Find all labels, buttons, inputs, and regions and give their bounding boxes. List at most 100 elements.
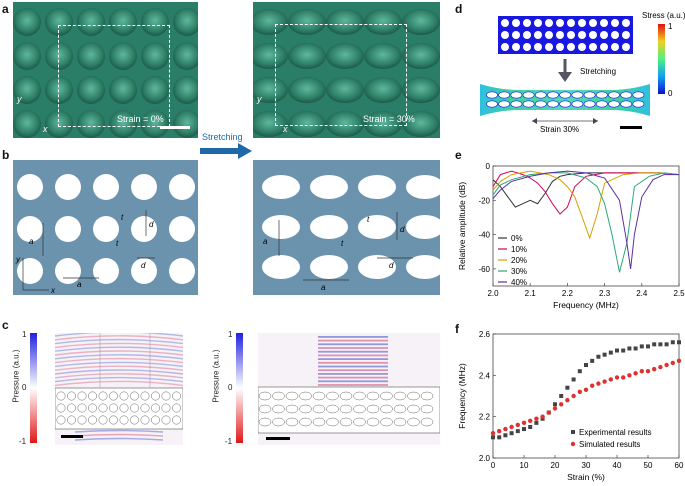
chart-f-point-sim	[596, 381, 601, 386]
chart-f-point-sim	[633, 371, 638, 376]
chart-f-point-exp	[670, 340, 675, 345]
chart-f-point-sim	[552, 406, 558, 411]
chart-f-point-sim	[652, 366, 657, 372]
chart-f-point-exp	[602, 352, 607, 357]
photo-texture-left	[13, 2, 198, 138]
colorbar-right	[236, 333, 243, 443]
chart-f-point-exp	[608, 350, 613, 355]
label-dx-prime: d	[389, 261, 394, 270]
unstretched-plate	[498, 16, 633, 54]
pressure-field-left	[55, 333, 183, 445]
chart-f-legend-entry: Experimental results	[579, 428, 651, 437]
chart-f-point-sim	[577, 389, 582, 395]
chart-f-point-sim	[670, 360, 675, 366]
chart-f-point-sim	[590, 383, 595, 388]
chart-f-point-sim	[503, 426, 508, 432]
label-ax-prime: a	[321, 283, 326, 292]
chart-f-xtick: 40	[613, 461, 622, 470]
chart-f-point-sim	[583, 387, 589, 392]
chart-e-ytick: -60	[478, 265, 490, 274]
chart-f-point-sim	[571, 393, 576, 399]
chart-e-ylabel: Relative amplitude (dB)	[457, 182, 467, 271]
chart-e-legend-entry: 20%	[511, 256, 527, 265]
chart-f-point-exp	[584, 363, 588, 367]
dashed-roi-right	[275, 24, 407, 126]
chart-f-point-exp	[664, 342, 669, 347]
chart-f-point-exp	[596, 354, 601, 359]
chart-f-point-sim	[639, 369, 644, 374]
label-dy: d	[149, 220, 154, 229]
chart-f-point-exp	[553, 402, 557, 407]
chart-f-point-sim	[509, 424, 514, 430]
chart-f-point-sim	[528, 418, 533, 423]
chart-f-point-sim	[534, 416, 539, 421]
cbar-tick-m1: -1	[19, 437, 27, 446]
chart-f-xtick: 20	[551, 461, 560, 470]
chart-f-point-sim	[621, 375, 626, 380]
chart-f-point-exp	[503, 433, 508, 438]
chart-f-point-sim	[664, 362, 669, 368]
chart-f-point-sim	[497, 428, 502, 434]
chart-f-legend-entry: Simulated results	[579, 440, 640, 449]
chart-e-ytick: 0	[486, 162, 491, 171]
chart-f-point-exp	[615, 348, 619, 353]
chart-f-xtick: 30	[582, 461, 591, 470]
strain-0-label: Strain = 0%	[117, 114, 164, 124]
stress-max-label: 1	[668, 22, 673, 31]
stretching-arrow-icon	[200, 143, 252, 159]
axis-x-label-a: x	[43, 124, 48, 134]
scale-bar-c-right	[266, 437, 290, 440]
stretched-plate	[480, 84, 650, 116]
photo-texture-right	[253, 2, 440, 138]
chart-f-point-sim	[608, 377, 613, 382]
panel-label-a: a	[2, 2, 9, 16]
stress-colorbar	[658, 24, 665, 94]
stress-label: Stress (a.u.)	[642, 11, 685, 20]
axis-y-label-a: y	[17, 94, 22, 104]
chart-e-series-line	[492, 170, 680, 240]
label-x-axis-b: x	[50, 286, 56, 295]
chart-f-ytick: 2.4	[479, 371, 491, 380]
chart-e-xtick: 2.3	[599, 289, 611, 298]
chart-f-point-exp	[577, 369, 582, 374]
scale-bar-d	[620, 126, 642, 129]
stretching-label: Stretching	[202, 132, 243, 142]
chart-e-frame	[492, 165, 680, 287]
chart-e-xtick: 2.4	[636, 289, 648, 298]
panel-d-stress-simulation: Stretching Strain 30% Stress (a.u.) 1 0	[480, 11, 685, 134]
colorbar-label-right: Pressure (a.u.)	[211, 349, 221, 403]
chart-e-legend-entry: 0%	[511, 234, 523, 243]
chart-e-series-line	[492, 172, 680, 273]
chart-e-ytick: -20	[478, 196, 490, 205]
chart-f-frequency-vs-strain: 0 10 20 30 40 50 60 2.0 2.2 2.4 2.6 Strain (%) Frequ…	[457, 330, 684, 482]
chart-f-point-sim	[490, 431, 496, 436]
chart-f-point-exp	[639, 344, 644, 349]
chart-e-legend-entry: 10%	[511, 245, 527, 254]
panel-b-stretched-lattice: a a t t d d	[253, 160, 440, 295]
chart-f-point-sim	[521, 420, 527, 426]
chart-f-xtick: 0	[491, 461, 496, 470]
chart-e-legend-entry: 30%	[511, 267, 527, 276]
chart-f-point-exp	[621, 348, 626, 353]
chart-f-point-exp	[677, 340, 681, 345]
strain-30-label-d: Strain 30%	[540, 125, 579, 134]
panel-a-photo-stretched: Strain = 30% y x	[253, 2, 440, 138]
axis-x-label-a2: x	[283, 124, 288, 134]
chart-f-point-exp	[509, 431, 514, 436]
chart-f-point-sim	[614, 375, 620, 380]
colorbar-label-left: Pressure (a.u.)	[11, 349, 21, 403]
chart-f-ytick: 2.2	[479, 413, 491, 422]
label-tx: t	[121, 213, 124, 222]
chart-f-point-sim	[627, 373, 632, 378]
chart-f-point-sim	[645, 369, 651, 374]
panel-label-c: c	[2, 318, 9, 332]
panel-b-unit-lattice: a a t t d d y x	[13, 160, 198, 295]
stretching-label-d: Stretching	[580, 67, 616, 76]
chart-f-ytick: 2.0	[479, 454, 491, 463]
chart-f-xtick: 10	[520, 461, 529, 470]
chart-e-xlabel: Frequency (MHz)	[553, 300, 619, 310]
chart-f-point-sim	[559, 402, 564, 407]
cbar2-tick-1: 1	[228, 330, 233, 339]
chart-f-point-sim	[602, 379, 607, 384]
chart-f-xtick: 50	[644, 461, 653, 470]
